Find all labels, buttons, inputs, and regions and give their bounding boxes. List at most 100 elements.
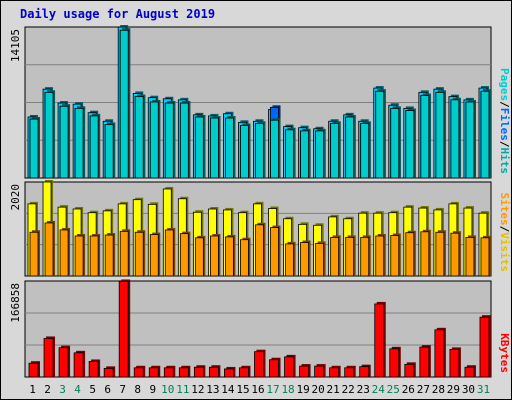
bar-sites-day-12 (194, 235, 206, 277)
bar-kbytes-day-25-face (389, 348, 400, 378)
bar-sites-day-5-face (89, 235, 99, 277)
bar-pages-day-31-face (480, 90, 490, 179)
bar-sites-day-20 (315, 241, 326, 277)
bar-pages-day-28-face (435, 91, 445, 179)
bar-kbytes-day-21 (329, 365, 341, 378)
bar-pages-day-14-face (225, 117, 234, 179)
bar-kbytes-day-21-face (329, 367, 340, 378)
x-tick-label-day-15: 15 (236, 383, 249, 396)
bar-pages-day-19-face (300, 130, 309, 179)
bar-sites-day-24-face (375, 235, 385, 277)
bar-kbytes-day-3-face (58, 347, 69, 378)
bar-pages-day-10 (164, 101, 176, 179)
bar-pages-day-15-face (240, 125, 249, 179)
x-tick-label-day-27: 27 (417, 383, 430, 396)
legend-item-kbytes: KBytes (498, 333, 511, 373)
bar-pages-day-3 (59, 104, 71, 179)
bar-pages-day-21-face (330, 123, 340, 179)
bar-kbytes-day-17 (269, 357, 281, 378)
bar-kbytes-day-3 (58, 345, 71, 378)
x-tick-label-day-11: 11 (176, 383, 189, 396)
bar-sites-day-26-face (405, 232, 415, 277)
bar-kbytes-day-22 (344, 365, 356, 378)
bar-sites-day-8 (134, 230, 146, 277)
bar-pages-day-14 (225, 116, 236, 179)
bar-sites-day-13-face (209, 235, 219, 277)
x-tick-label-day-31: 31 (477, 383, 490, 396)
bar-pages-day-11-face (179, 102, 189, 179)
bar-sites-day-3 (59, 227, 71, 277)
chart-title: Daily usage for August 2019 (20, 7, 216, 21)
bar-sites-day-29 (450, 231, 461, 277)
bar-sites-day-26 (405, 230, 416, 277)
bar-pages-day-17-face (270, 119, 279, 179)
bar-kbytes-day-23-face (359, 366, 370, 378)
bar-kbytes-day-29-face (449, 348, 460, 378)
x-tick-label-day-24: 24 (372, 383, 386, 396)
bar-pages-day-30-face (465, 101, 475, 179)
bar-sites-day-1-face (29, 231, 39, 277)
bar-pages-day-6 (104, 122, 116, 179)
bar-kbytes-day-2-face (43, 338, 54, 378)
bar-pages-day-30 (465, 99, 476, 179)
bar-kbytes-day-31 (479, 315, 491, 378)
bar-pages-day-29 (450, 97, 461, 179)
bar-pages-day-5-face (89, 115, 99, 179)
bar-sites-day-8-face (134, 231, 144, 277)
bar-kbytes-day-18 (284, 354, 296, 378)
x-tick-label-day-4: 4 (74, 383, 81, 396)
bar-pages-day-19 (300, 128, 311, 179)
bar-kbytes-day-29 (449, 347, 461, 378)
bar-kbytes-day-9 (148, 365, 161, 378)
bar-pages-day-12-face (194, 116, 204, 179)
bar-kbytes-day-11 (178, 365, 191, 378)
bar-kbytes-day-9-face (148, 367, 159, 378)
bar-kbytes-day-5-face (88, 361, 99, 378)
bar-sites-day-2 (44, 220, 56, 277)
x-tick-label-day-29: 29 (447, 383, 460, 396)
bar-pages-day-9-face (149, 101, 159, 179)
bar-sites-day-18 (285, 241, 296, 277)
bar-kbytes-day-15 (239, 365, 251, 378)
x-tick-label-day-3: 3 (59, 383, 66, 396)
bar-pages-day-17 (270, 118, 281, 179)
bar-pages-day-12 (194, 114, 206, 179)
bar-pages-day-16 (255, 121, 266, 179)
bar-pages-day-6-face (104, 124, 114, 179)
bar-pages-day-23-face (360, 123, 370, 179)
bar-pages-day-28 (435, 90, 446, 179)
bar-pages-day-10-face (164, 102, 174, 179)
bar-sites-day-15-face (240, 239, 249, 277)
bar-sites-day-10 (164, 227, 176, 277)
bar-pages-day-5 (89, 113, 101, 179)
legend-separator: / (498, 101, 511, 108)
bar-kbytes-day-18-face (284, 356, 294, 378)
bar-kbytes-day-6 (103, 366, 116, 378)
bar-sites-day-30-face (465, 236, 475, 277)
bar-kbytes-day-30 (464, 365, 476, 378)
x-tick-label-day-14: 14 (221, 383, 235, 396)
bar-kbytes-day-7-face (118, 281, 129, 378)
bar-sites-day-11-face (179, 233, 189, 277)
bar-sites-day-27-face (420, 231, 430, 277)
bar-kbytes-day-23 (359, 364, 371, 378)
bar-kbytes-day-13-face (208, 366, 219, 378)
bar-sites-day-11 (179, 231, 191, 277)
bar-kbytes-day-19 (299, 364, 311, 378)
bar-pages-day-7-face (119, 29, 129, 179)
bar-pages-day-29-face (450, 99, 460, 179)
bar-pages-day-8 (134, 94, 146, 179)
bar-pages-day-24 (375, 89, 386, 179)
bar-pages-day-16-face (255, 123, 264, 179)
x-tick-label-day-26: 26 (402, 383, 415, 396)
bar-kbytes-day-7 (118, 279, 131, 378)
legend-separator: / (498, 226, 511, 233)
bar-sites-day-31 (480, 235, 491, 277)
legend-item-visits: Visits (498, 232, 511, 272)
bar-pages-day-24-face (375, 90, 385, 179)
x-tick-label-day-20: 20 (312, 383, 325, 396)
bar-kbytes-day-8-face (133, 367, 144, 378)
bar-kbytes-day-25 (389, 346, 401, 378)
bar-sites-day-20-face (315, 243, 325, 277)
bar-sites-day-13 (209, 233, 221, 277)
